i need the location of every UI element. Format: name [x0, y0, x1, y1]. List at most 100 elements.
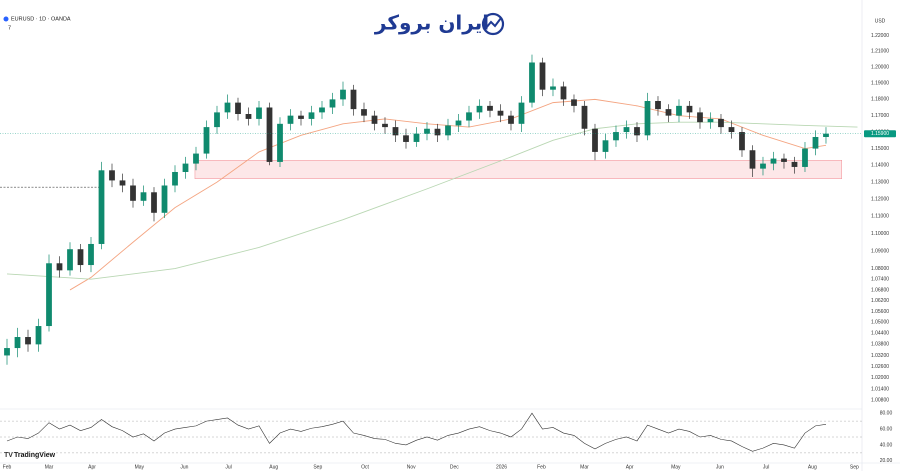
candle-body [88, 243, 94, 266]
candle-body [329, 99, 336, 108]
candle-body [760, 163, 766, 169]
y-tick-label: 1.09000 [871, 248, 889, 254]
candle-body [98, 170, 105, 244]
x-tick-label: Mar [580, 464, 589, 470]
candle-body [613, 132, 619, 141]
logo-icon [481, 12, 505, 36]
candle-body [749, 150, 756, 169]
candle-body [350, 89, 357, 110]
y-tick-label: 1.13000 [871, 179, 889, 185]
last-price-label: 1.15900 [871, 131, 889, 137]
candle-body [67, 249, 73, 271]
candle-body [403, 135, 409, 142]
candle-body [256, 107, 262, 119]
candle-body [392, 127, 399, 136]
candle-body [361, 109, 367, 116]
x-tick-label: Apr [626, 464, 634, 470]
x-tick-label: Jul [763, 464, 769, 470]
candle-body [676, 105, 682, 116]
y-tick-label: 1.06800 [871, 287, 889, 293]
y-tick-label: 1.21000 [871, 49, 889, 55]
logo-text: ایران بروکر [374, 11, 489, 35]
candle-body [56, 263, 63, 271]
moving-average [6, 121, 858, 280]
y-tick-label: 1.05600 [871, 309, 889, 315]
candle-body [791, 161, 798, 167]
y-tick-label: 1.12000 [871, 196, 889, 202]
y-tick-label: 1.03200 [871, 353, 889, 359]
candle-body [644, 101, 651, 136]
candle-body [119, 180, 126, 186]
y-tick-label: 1.22000 [871, 33, 889, 39]
x-tick-label: Mar [45, 464, 54, 470]
candle-body [571, 99, 577, 106]
logo: ایران بروکر [374, 11, 505, 36]
candle-body [476, 105, 483, 113]
candle-body [46, 263, 52, 327]
y-tick-label: 1.15000 [871, 146, 889, 152]
x-tick-label: Dec [450, 464, 459, 470]
candle-body [739, 132, 745, 151]
rsi-tick-label: 40.00 [880, 442, 893, 448]
candle-body [560, 86, 567, 100]
candle-body [319, 107, 325, 113]
candle-body [203, 127, 210, 154]
candle-body [298, 115, 304, 119]
y-tick-label: 1.00800 [871, 398, 889, 404]
candle-body [308, 112, 315, 119]
tradingview-logo[interactable]: TradingView [14, 452, 56, 459]
x-tick-label: Aug [808, 464, 817, 470]
x-tick-label: May [671, 464, 681, 470]
candle-body [245, 114, 252, 119]
x-tick-label: Feb [3, 464, 12, 470]
candle-body [140, 192, 147, 201]
candle-body [823, 133, 829, 137]
y-tick-label: 1.07400 [871, 277, 889, 283]
x-tick-label: Jun [716, 464, 724, 470]
rsi-tick-label: 80.00 [880, 411, 893, 417]
candle-body [508, 115, 514, 124]
candle-body [413, 133, 420, 142]
x-tick-label: Sep [313, 464, 322, 470]
candle-body [151, 192, 157, 213]
candle-body [371, 115, 378, 124]
support-zone [194, 160, 842, 179]
candle-body [14, 337, 21, 349]
indicator-label[interactable]: 7 [8, 25, 11, 31]
candle-body [529, 62, 535, 103]
candle-body [455, 120, 462, 126]
candle-body [35, 326, 42, 345]
y-tick-label: 1.17000 [871, 113, 889, 119]
x-tick-label: Aug [269, 464, 278, 470]
candle-body [424, 128, 430, 134]
candle-body [172, 171, 178, 186]
y-tick-label: 1.03800 [871, 342, 889, 348]
candle-body [487, 105, 493, 111]
y-tick-label: 1.10000 [871, 231, 889, 237]
candle-body [182, 163, 189, 172]
symbol-label[interactable]: EURUSD · 1D · OANDA [11, 16, 71, 22]
y-tick-label: 1.02600 [871, 364, 889, 370]
candle-body [77, 249, 84, 266]
y-tick-label: 1.08000 [871, 266, 889, 272]
candle-body [770, 158, 777, 164]
candle-body [728, 127, 735, 133]
y-tick-label: 1.18000 [871, 97, 889, 103]
candle-body [518, 102, 525, 124]
candle-body [4, 348, 10, 356]
candle-body [581, 105, 588, 129]
candle-body [382, 123, 388, 128]
candle-body [802, 148, 808, 167]
symbol-icon [3, 16, 9, 22]
candle-body [266, 107, 273, 162]
candle-body [214, 112, 220, 128]
candle-body [287, 115, 294, 124]
candle-body [718, 118, 724, 128]
candle-body [781, 158, 787, 162]
candle-body [602, 140, 609, 152]
y-tick-label: 1.04400 [871, 331, 889, 337]
candle-body [623, 127, 630, 133]
currency-label: USD [875, 18, 886, 24]
x-tick-label: Jul [225, 464, 231, 470]
